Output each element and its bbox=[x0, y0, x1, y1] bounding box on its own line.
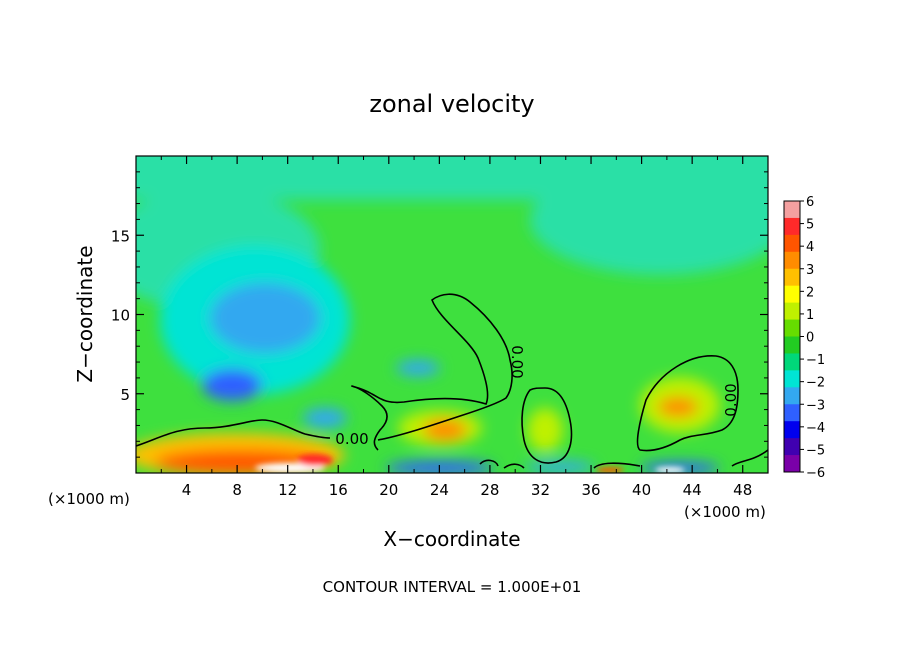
colorbar-swatch bbox=[784, 421, 800, 439]
contour-labels: 0.00 0.00 0.00 bbox=[335, 345, 740, 448]
colorbar-swatch bbox=[784, 387, 800, 405]
x-tick-label: 4 bbox=[182, 481, 192, 499]
y-axis-label: Z−coordinate bbox=[73, 245, 97, 382]
x-unit-left: (×1000 m) bbox=[48, 490, 130, 508]
x-tick-label: 24 bbox=[430, 481, 449, 499]
zero-contours bbox=[136, 293, 768, 469]
field-neg-surface-1 bbox=[385, 461, 495, 473]
colorbar-swatch bbox=[784, 251, 800, 270]
colorbar: 6 5 4 3 2 1 0 −1 −2 −3 −4 −5 −6 bbox=[783, 195, 825, 481]
colorbar-tick-label: 5 bbox=[806, 218, 814, 233]
colorbar-tick-label: −4 bbox=[806, 421, 825, 436]
colorbar-swatch bbox=[784, 319, 800, 337]
colorbar-swatch bbox=[784, 404, 800, 422]
colorbar-tick-label: 4 bbox=[806, 240, 814, 255]
x-unit-right: (×1000 m) bbox=[684, 503, 766, 521]
field-neg-small bbox=[303, 408, 347, 428]
field-pos-hot-2 bbox=[596, 467, 624, 473]
colorbar-tick-label: −2 bbox=[806, 376, 825, 391]
x-tick-label: 28 bbox=[480, 481, 499, 499]
colorbar-swatch bbox=[784, 353, 800, 371]
y-tick-label: 5 bbox=[120, 386, 130, 404]
x-tick-label: 48 bbox=[733, 481, 752, 499]
colorbar-tick-label: −3 bbox=[806, 398, 825, 413]
contour-line-left bbox=[136, 419, 331, 447]
field-neg-core-upper bbox=[210, 283, 320, 353]
plot-area: 0.00 0.00 0.00 bbox=[136, 156, 768, 473]
colorbar-swatch bbox=[784, 438, 800, 456]
colorbar-swatch bbox=[784, 302, 800, 321]
y-tick-label: 15 bbox=[111, 227, 130, 245]
colorbar-tick-label: 6 bbox=[806, 195, 814, 210]
contour-label-2: 0.00 bbox=[508, 345, 526, 378]
contour-label-1: 0.00 bbox=[335, 430, 368, 448]
contour-line-middle bbox=[351, 293, 513, 451]
field-pos-hot-1 bbox=[297, 454, 333, 466]
x-tick-label: 20 bbox=[379, 481, 398, 499]
x-tick-label: 16 bbox=[329, 481, 348, 499]
x-tick-label: 12 bbox=[278, 481, 297, 499]
field-pos-cell-43 bbox=[658, 397, 698, 417]
colorbar-tick-label: 3 bbox=[806, 263, 814, 278]
contour-label-3: 0.00 bbox=[722, 383, 740, 416]
field-neg-core-lower bbox=[202, 369, 262, 401]
field-white-hotspot-1 bbox=[255, 463, 325, 473]
y-tick-label: 10 bbox=[111, 307, 130, 325]
colorbar-swatch bbox=[784, 336, 800, 354]
colorbar-tick-label: −6 bbox=[806, 466, 825, 481]
field-upper-teal-right bbox=[530, 165, 768, 275]
contour-line-right bbox=[636, 355, 739, 452]
contour-line-32 bbox=[521, 387, 573, 464]
colorbar-tick-label: 2 bbox=[806, 285, 814, 300]
x-tick-label: 44 bbox=[683, 481, 702, 499]
colorbar-tick-label: 1 bbox=[806, 308, 814, 323]
x-axis-label: X−coordinate bbox=[383, 527, 520, 551]
colorbar-swatch bbox=[784, 268, 800, 287]
colorbar-swatch bbox=[784, 234, 800, 253]
field-neg-surface-2 bbox=[525, 461, 595, 473]
colorbar-swatch bbox=[784, 370, 800, 388]
field-pos-cell-32 bbox=[527, 408, 563, 452]
colorbar-tick-label: 0 bbox=[806, 331, 814, 346]
contour-interval-footer: CONTOUR INTERVAL = 1.000E+01 bbox=[323, 578, 582, 596]
colorbar-swatch bbox=[784, 217, 800, 236]
colorbar-swatch bbox=[784, 455, 800, 473]
x-tick-label: 8 bbox=[232, 481, 242, 499]
colorbar-tick-label: −5 bbox=[806, 443, 825, 458]
field-white-hotspot-2 bbox=[655, 467, 685, 473]
colorbar-tick-label: −1 bbox=[806, 353, 825, 368]
chart-title: zonal velocity bbox=[369, 90, 534, 118]
field-neg-small-2 bbox=[396, 360, 440, 376]
colorbar-swatch bbox=[784, 285, 800, 304]
x-tick-label: 32 bbox=[531, 481, 550, 499]
x-axis: 4 8 12 16 20 24 28 32 36 40 44 48 bbox=[160, 156, 752, 499]
colorbar-swatch bbox=[784, 201, 800, 219]
y-axis: 5 10 15 bbox=[111, 171, 768, 458]
x-tick-label: 36 bbox=[581, 481, 600, 499]
field-pos-cell-24 bbox=[423, 419, 467, 441]
x-tick-label: 40 bbox=[632, 481, 651, 499]
contour-line-surface bbox=[479, 449, 768, 469]
